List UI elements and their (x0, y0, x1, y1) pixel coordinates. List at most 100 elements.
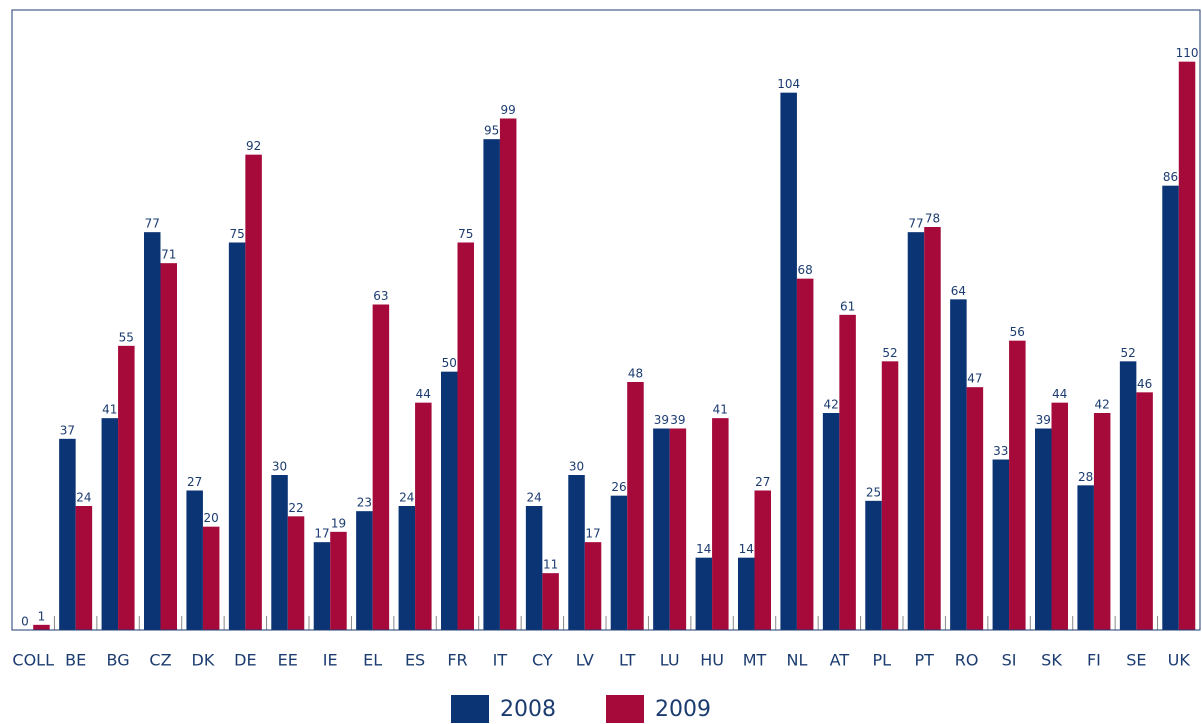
bar (839, 314, 856, 630)
bar (101, 418, 119, 630)
bar (499, 118, 517, 630)
bar (415, 402, 432, 630)
x-tick-label: DK (192, 651, 215, 670)
bar (245, 154, 262, 630)
x-tick-label: BG (107, 651, 130, 670)
x-tick-label: LT (619, 651, 636, 670)
value-label: 33 (993, 444, 1008, 458)
value-label: 50 (442, 356, 457, 370)
value-label: 71 (161, 248, 176, 262)
value-label: 14 (739, 542, 754, 556)
bar (441, 371, 458, 630)
bar (542, 573, 559, 630)
value-label: 27 (187, 475, 202, 489)
bar (271, 475, 288, 630)
bar (610, 495, 628, 630)
x-tick-label: NL (786, 651, 807, 670)
value-label: 22 (288, 501, 303, 515)
value-label: 28 (1078, 470, 1093, 484)
value-label: 0 (21, 615, 29, 629)
bar (118, 345, 135, 630)
value-label: 30 (272, 460, 287, 474)
legend-label: 2009 (655, 697, 711, 722)
value-label: 26 (611, 480, 626, 494)
value-label: 52 (882, 346, 897, 360)
bar (822, 413, 840, 630)
bar (881, 361, 899, 630)
bar (950, 299, 967, 630)
bar (1009, 340, 1026, 630)
bar (398, 506, 416, 630)
value-label: 63 (373, 289, 388, 303)
value-label: 46 (1137, 377, 1152, 391)
bar (457, 242, 474, 630)
x-tick-label: FR (447, 651, 467, 670)
value-label: 23 (357, 496, 372, 510)
value-label: 61 (840, 299, 855, 313)
bar (695, 557, 713, 630)
value-label: 39 (654, 413, 669, 427)
bar (907, 232, 925, 630)
value-label: 42 (1095, 398, 1110, 412)
value-label: 104 (777, 77, 800, 91)
x-tick-label: UK (1168, 651, 1191, 670)
value-label: 14 (696, 542, 711, 556)
x-tick-label: SI (1002, 651, 1017, 670)
bar (754, 490, 771, 630)
bar (1162, 185, 1179, 630)
bar (372, 304, 390, 630)
bar (33, 624, 50, 630)
value-label: 30 (569, 460, 584, 474)
value-label: 41 (713, 403, 728, 417)
x-tick-label: AT (830, 651, 850, 670)
value-label: 77 (145, 217, 160, 231)
value-label: 19 (331, 516, 346, 530)
value-label: 44 (1052, 387, 1067, 401)
x-tick-label: LV (576, 651, 594, 670)
value-label: 110 (1176, 46, 1199, 60)
bar (160, 263, 177, 630)
x-tick-label: PT (915, 651, 935, 670)
value-label: 42 (823, 398, 838, 412)
value-label: 24 (76, 491, 91, 505)
bar (568, 475, 585, 630)
x-tick-label: EE (278, 651, 298, 670)
value-label: 52 (1120, 346, 1135, 360)
value-label: 99 (501, 103, 516, 117)
x-tick-label: HU (700, 651, 724, 670)
bar (627, 382, 644, 630)
x-tick-label: COLL (12, 651, 54, 670)
value-label: 37 (60, 423, 75, 437)
bar (144, 232, 161, 630)
value-label: 95 (484, 124, 499, 138)
bar (356, 511, 373, 630)
x-tick-label: CZ (149, 651, 171, 670)
value-label: 24 (526, 491, 541, 505)
value-label: 64 (951, 284, 966, 298)
value-label: 27 (755, 475, 770, 489)
bar (483, 139, 500, 630)
value-label: 75 (458, 227, 473, 241)
x-tick-label: FI (1087, 651, 1101, 670)
bar (780, 92, 797, 630)
bar (186, 490, 203, 630)
value-label: 77 (908, 217, 923, 231)
value-label: 24 (399, 491, 414, 505)
bar (75, 506, 93, 630)
bar (525, 506, 543, 630)
value-label: 92 (246, 139, 261, 153)
bar (1119, 361, 1137, 630)
x-tick-label: ES (405, 651, 425, 670)
value-label: 17 (314, 527, 329, 541)
x-tick-label: IE (323, 651, 338, 670)
value-label: 44 (416, 387, 431, 401)
bar (313, 542, 331, 630)
value-label: 39 (1036, 413, 1051, 427)
legend-swatch (451, 695, 489, 723)
bar (669, 428, 687, 630)
bar (924, 227, 941, 630)
bar (738, 557, 755, 630)
value-label: 25 (866, 485, 881, 499)
bar (1136, 392, 1153, 630)
